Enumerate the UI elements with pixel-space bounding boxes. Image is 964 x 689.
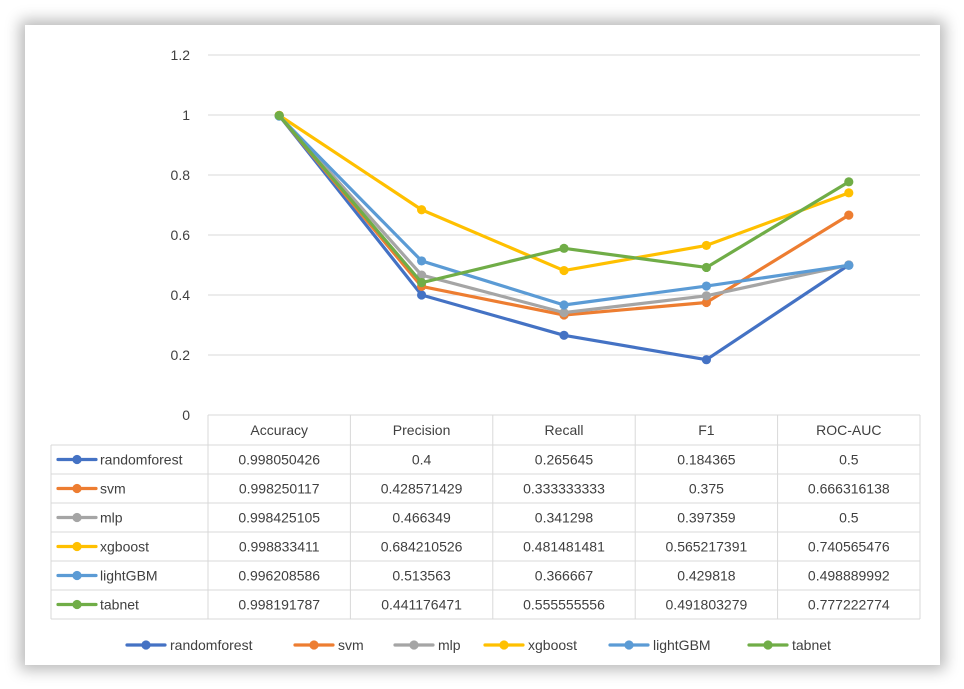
data-point — [559, 243, 569, 253]
row-legend-marker — [72, 483, 82, 494]
legend-label: lightGBM — [653, 637, 711, 653]
data-point — [417, 270, 427, 280]
table-cell-value: 0.375 — [689, 481, 724, 497]
table-cell-value: 0.996208586 — [238, 568, 320, 584]
legend-marker — [763, 640, 773, 650]
table-cell-value: 0.429818 — [677, 568, 736, 584]
legend-marker — [309, 640, 319, 650]
table-cell-value: 0.777222774 — [808, 597, 890, 613]
y-tick-label: 0 — [182, 407, 190, 423]
row-legend-marker — [72, 570, 82, 581]
y-tick-label: 1 — [182, 107, 190, 123]
row-series-name: svm — [100, 481, 126, 497]
table-cell-value: 0.5 — [839, 452, 859, 468]
row-legend-marker — [72, 599, 82, 610]
table-cell-value: 0.333333333 — [523, 481, 605, 497]
legend-label: tabnet — [792, 637, 831, 653]
category-label: Accuracy — [250, 422, 308, 438]
data-point — [844, 210, 854, 220]
table-cell-value: 0.4 — [412, 452, 432, 468]
row-series-name: randomforest — [100, 452, 183, 468]
data-point — [701, 297, 712, 308]
row-legend-marker — [72, 454, 82, 465]
data-point — [417, 205, 427, 215]
row-series-name: lightGBM — [100, 568, 158, 584]
table-cell-value: 0.481481481 — [523, 539, 605, 555]
table-cell-value: 0.998250117 — [239, 481, 320, 497]
row-series-name: xgboost — [100, 539, 149, 555]
table-cell-value: 0.5 — [839, 510, 859, 526]
data-point — [701, 281, 712, 291]
series-line — [277, 113, 851, 362]
legend-label: randomforest — [170, 637, 253, 653]
table-cell-value: 0.498889992 — [808, 568, 890, 584]
table-cell-value: 0.998425105 — [238, 510, 320, 526]
table-cell-value: 0.740565476 — [808, 539, 890, 555]
legend-marker — [409, 640, 419, 650]
chart-frame: 0 0.2 0.4 0.6 0.8 1 1.2 Accuracy Precision Recall… — [25, 25, 940, 665]
data-point — [844, 188, 854, 198]
data-point — [701, 262, 712, 273]
data-point — [559, 265, 569, 276]
data-point — [844, 177, 854, 187]
data-point — [559, 308, 569, 318]
data-point — [701, 240, 712, 251]
row-legend-marker — [72, 541, 82, 552]
legend-label: svm — [338, 637, 364, 653]
table-cell-value: 0.428571429 — [381, 481, 463, 497]
table-cell-value: 0.341298 — [535, 510, 594, 526]
table-cell-value: 0.366667 — [535, 568, 594, 584]
category-label: F1 — [698, 422, 715, 438]
table-cell-value: 0.184365 — [677, 452, 736, 468]
category-label: Recall — [545, 422, 584, 438]
legend-marker — [499, 640, 509, 650]
table-cell-value: 0.441176471 — [381, 597, 462, 613]
data-point — [274, 110, 284, 121]
data-point — [701, 291, 712, 301]
data-point — [417, 278, 427, 288]
row-legend-marker — [72, 512, 82, 523]
y-tick-label: 0.4 — [171, 287, 191, 303]
table-cell-value: 0.491803279 — [666, 597, 748, 613]
table-cell-value: 0.998050426 — [238, 452, 320, 468]
data-point — [844, 260, 854, 270]
table-cell-value: 0.555555556 — [523, 597, 605, 613]
table-cell-value: 0.397359 — [677, 510, 736, 526]
table-cell-value: 0.998833411 — [239, 539, 320, 555]
data-point — [559, 330, 569, 340]
category-label: Precision — [393, 422, 451, 438]
table-cell-value: 0.684210526 — [381, 539, 463, 555]
table-cell-value: 0.265645 — [535, 452, 594, 468]
y-tick-label: 0.8 — [171, 167, 191, 183]
table-cell-value: 0.466349 — [392, 510, 451, 526]
category-label: ROC-AUC — [816, 422, 881, 438]
data-point — [701, 355, 712, 365]
y-tick-label: 0.6 — [171, 227, 191, 243]
table-cell-value: 0.998191787 — [238, 597, 320, 613]
data-point — [417, 290, 427, 300]
data-point — [417, 256, 427, 266]
series-line — [277, 113, 851, 285]
line-chart: 0 0.2 0.4 0.6 0.8 1 1.2 Accuracy Precision Recall… — [50, 47, 921, 653]
legend-label: xgboost — [528, 637, 577, 653]
y-tick-label: 1.2 — [171, 47, 191, 63]
data-point — [559, 300, 569, 310]
table-cell-value: 0.565217391 — [666, 539, 748, 555]
table-cell-value: 0.666316138 — [808, 481, 890, 497]
legend-marker — [141, 640, 151, 650]
y-tick-label: 0.2 — [171, 347, 191, 363]
row-series-name: tabnet — [100, 597, 139, 613]
table-cell-value: 0.513563 — [392, 568, 451, 584]
row-series-name: mlp — [100, 510, 123, 526]
legend-marker — [624, 640, 634, 650]
legend-label: mlp — [438, 637, 461, 653]
